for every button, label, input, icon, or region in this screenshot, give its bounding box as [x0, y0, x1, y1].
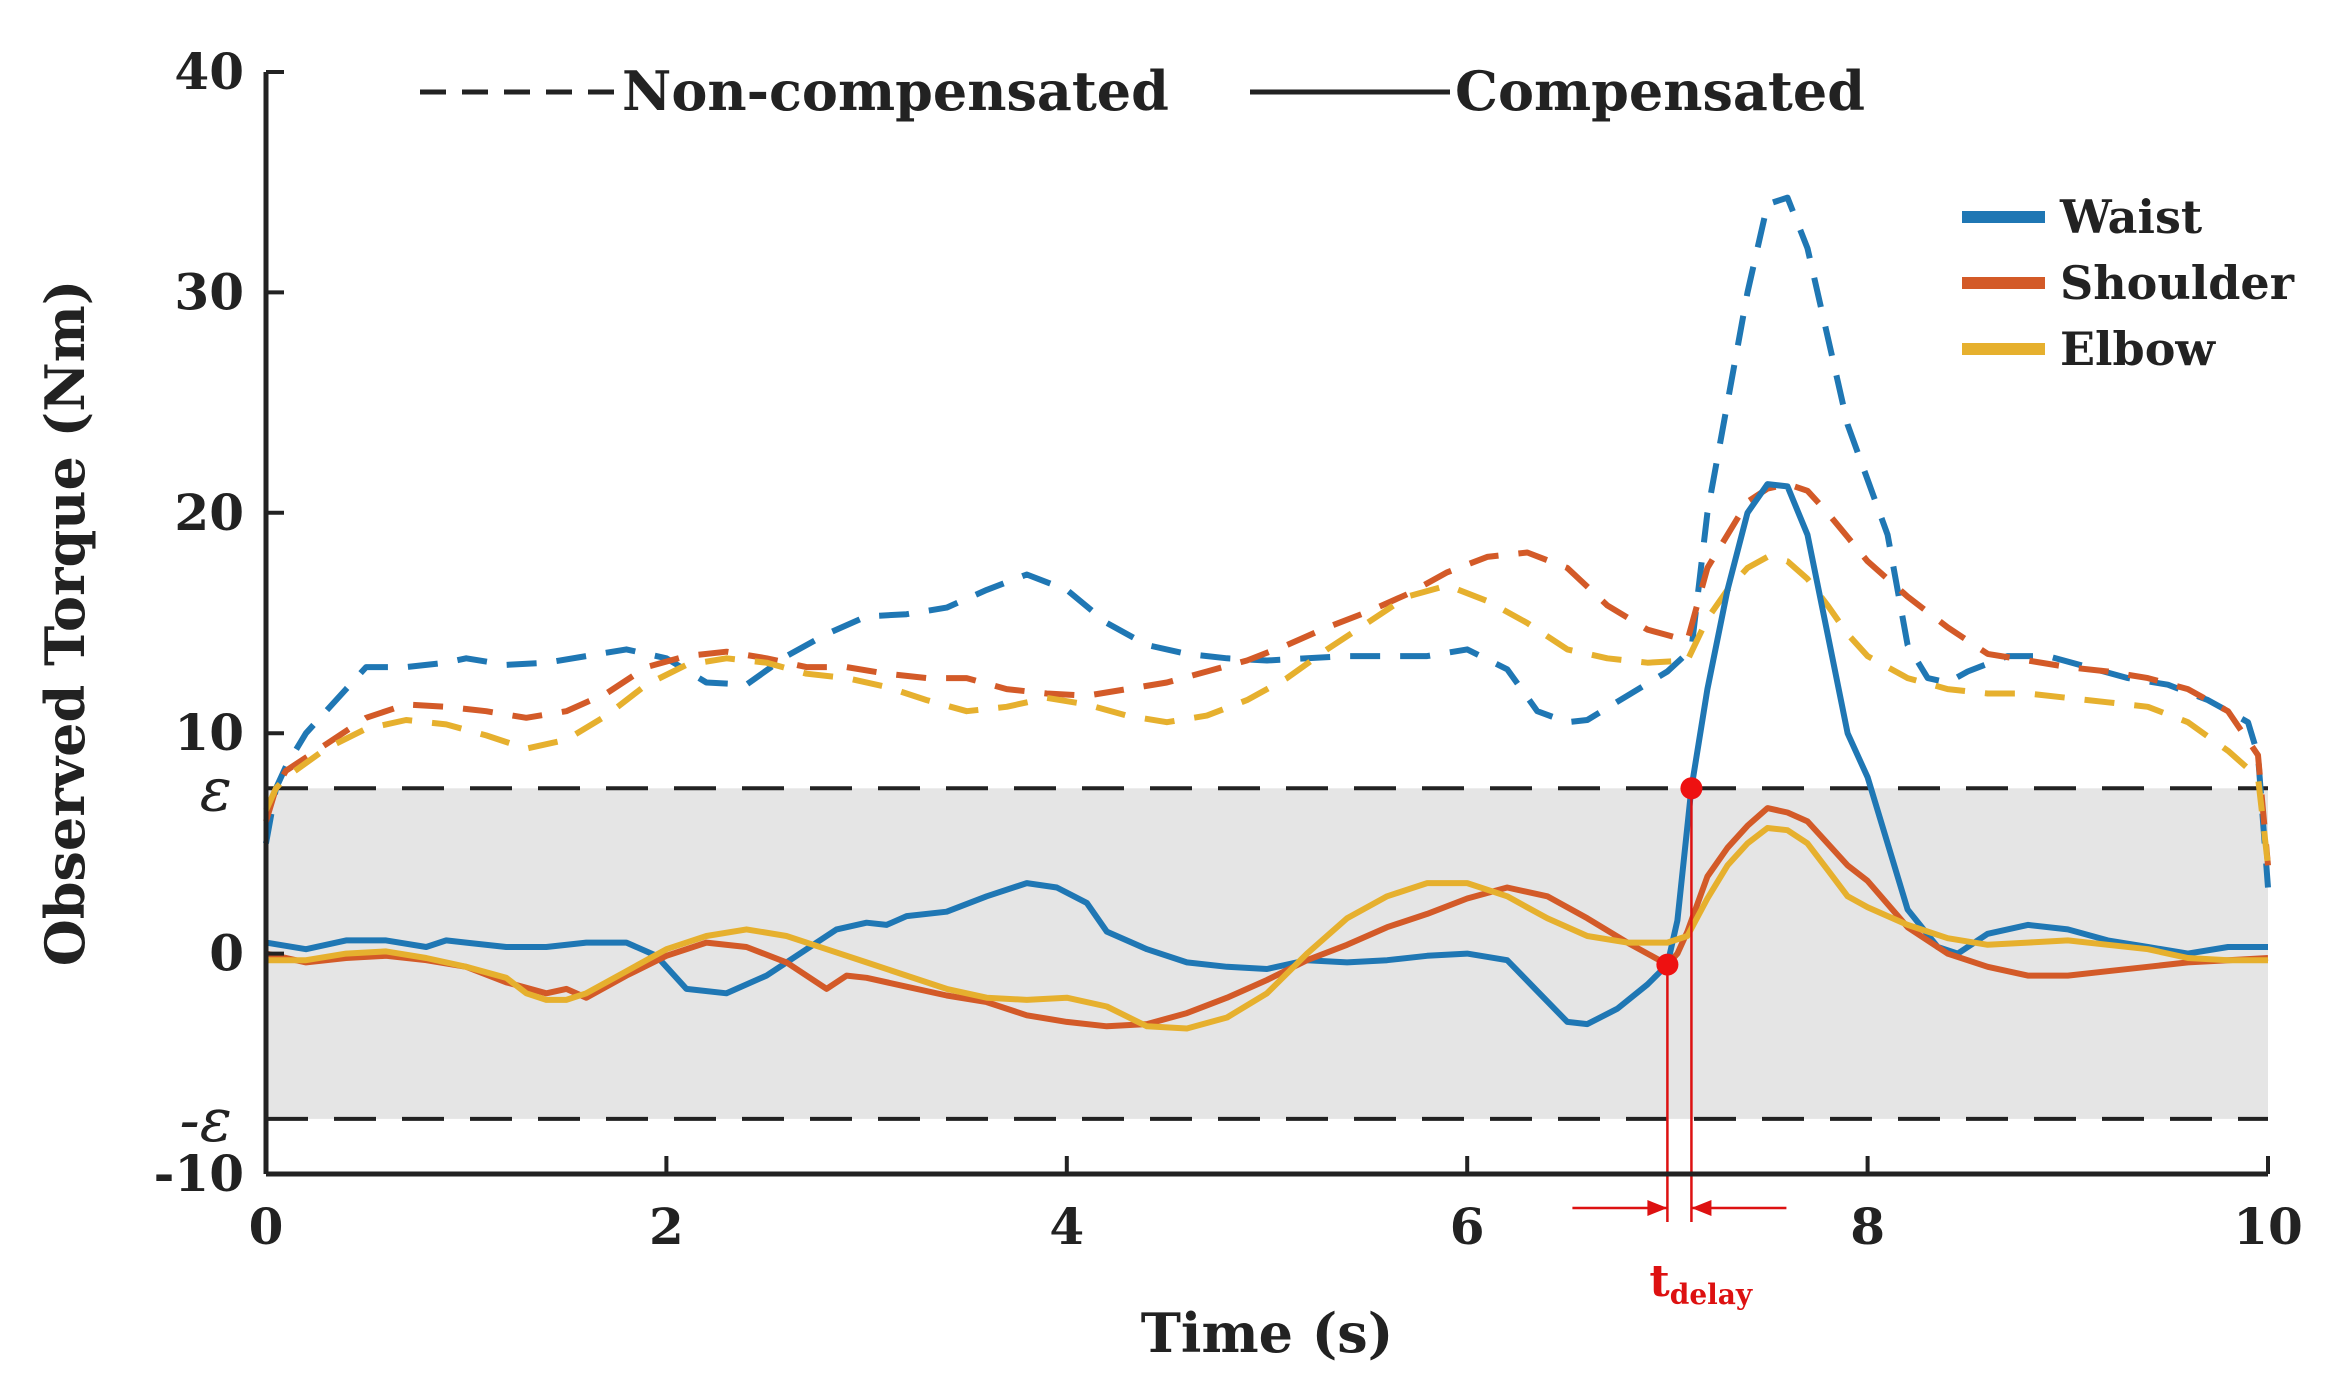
x-tick-label: 6 — [1450, 1197, 1485, 1256]
elbow-compensated-line — [266, 825, 2268, 1032]
tdelay-right-arrowhead — [1691, 1200, 1712, 1216]
tdelay-label: tdelay — [1649, 1256, 1753, 1311]
legend-compensated-label: Compensated — [1455, 59, 1865, 123]
tdelay-start-point — [1656, 953, 1679, 976]
x-tick-label: 0 — [249, 1197, 284, 1256]
tdelay-label-sub: delay — [1670, 1278, 1753, 1311]
style-legend: Non-compensated Compensated — [420, 59, 1865, 123]
legend-noncompensated-label: Non-compensated — [622, 59, 1169, 123]
y-tick-label: 20 — [174, 483, 244, 542]
epsilon-band — [266, 788, 2268, 1119]
tdelay-left-arrowhead — [1647, 1200, 1668, 1216]
series-layer — [263, 194, 2271, 1032]
tdelay-label-main: t — [1649, 1256, 1670, 1307]
elbow-legend-label: Elbow — [2060, 322, 2216, 376]
shoulder-legend-label: Shoulder — [2060, 256, 2295, 310]
epsilon-lower-label: -ε — [180, 1086, 232, 1156]
y-tick-label: 30 — [174, 262, 244, 321]
series-legend: Waist Shoulder Elbow — [1962, 190, 2295, 376]
y-tick-label: -10 — [154, 1144, 244, 1203]
x-tick-label: 2 — [649, 1197, 684, 1256]
x-tick-label: 4 — [1049, 1197, 1084, 1256]
y-tick-label: 0 — [209, 924, 244, 983]
y-axis-ticks: 40 30 20 10 0 -10 — [154, 42, 284, 1203]
x-axis-ticks: 0 2 4 6 8 10 — [249, 1156, 2303, 1256]
epsilon-upper-label: ε — [200, 755, 232, 825]
tdelay-annotation: tdelay — [1572, 777, 1787, 1311]
x-tick-label: 8 — [1850, 1197, 1885, 1256]
waist-legend-label: Waist — [2059, 190, 2203, 244]
tdelay-end-point — [1680, 777, 1703, 800]
shoulder-compensated-line — [265, 805, 2269, 1030]
shoulder-noncompensated-line — [263, 481, 2271, 866]
x-tick-label: 10 — [2233, 1197, 2303, 1256]
waist-compensated-line — [265, 481, 2268, 1028]
y-axis-title: Observed Torque (Nm) — [33, 280, 97, 967]
waist-noncompensated-line — [263, 194, 2271, 888]
y-tick-label: 40 — [174, 42, 244, 101]
x-axis-title: Time (s) — [1141, 1301, 1394, 1365]
elbow-noncompensated-line — [263, 553, 2271, 866]
y-tick-label: 10 — [174, 703, 244, 762]
